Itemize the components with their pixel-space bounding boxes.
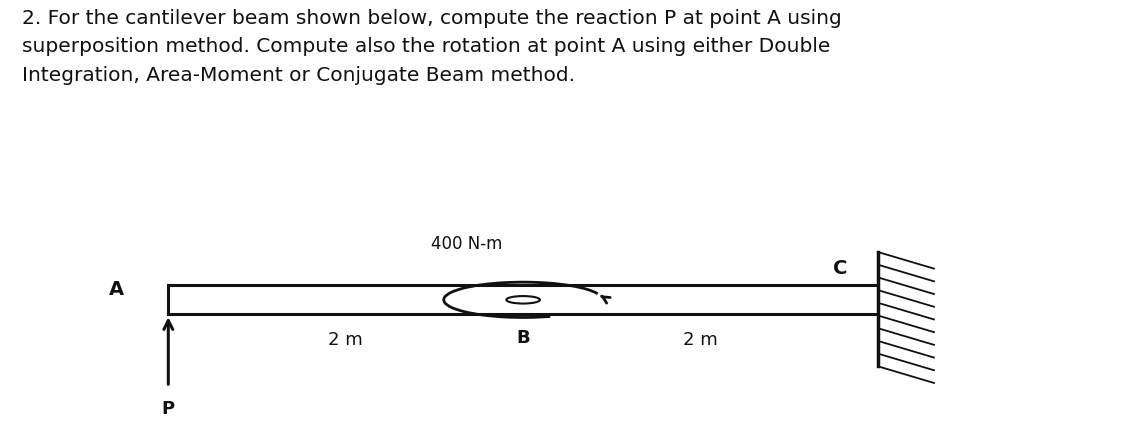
Text: 400 N-m: 400 N-m — [431, 235, 503, 253]
Circle shape — [506, 296, 540, 304]
Text: B: B — [516, 329, 530, 347]
Text: C: C — [834, 259, 848, 278]
Text: A: A — [109, 280, 125, 299]
Text: 2 m: 2 m — [683, 331, 718, 349]
Text: P: P — [162, 400, 174, 417]
Text: 2 m: 2 m — [328, 331, 363, 349]
Text: 2. For the cantilever beam shown below, compute the reaction P at point A using
: 2. For the cantilever beam shown below, … — [22, 9, 843, 85]
